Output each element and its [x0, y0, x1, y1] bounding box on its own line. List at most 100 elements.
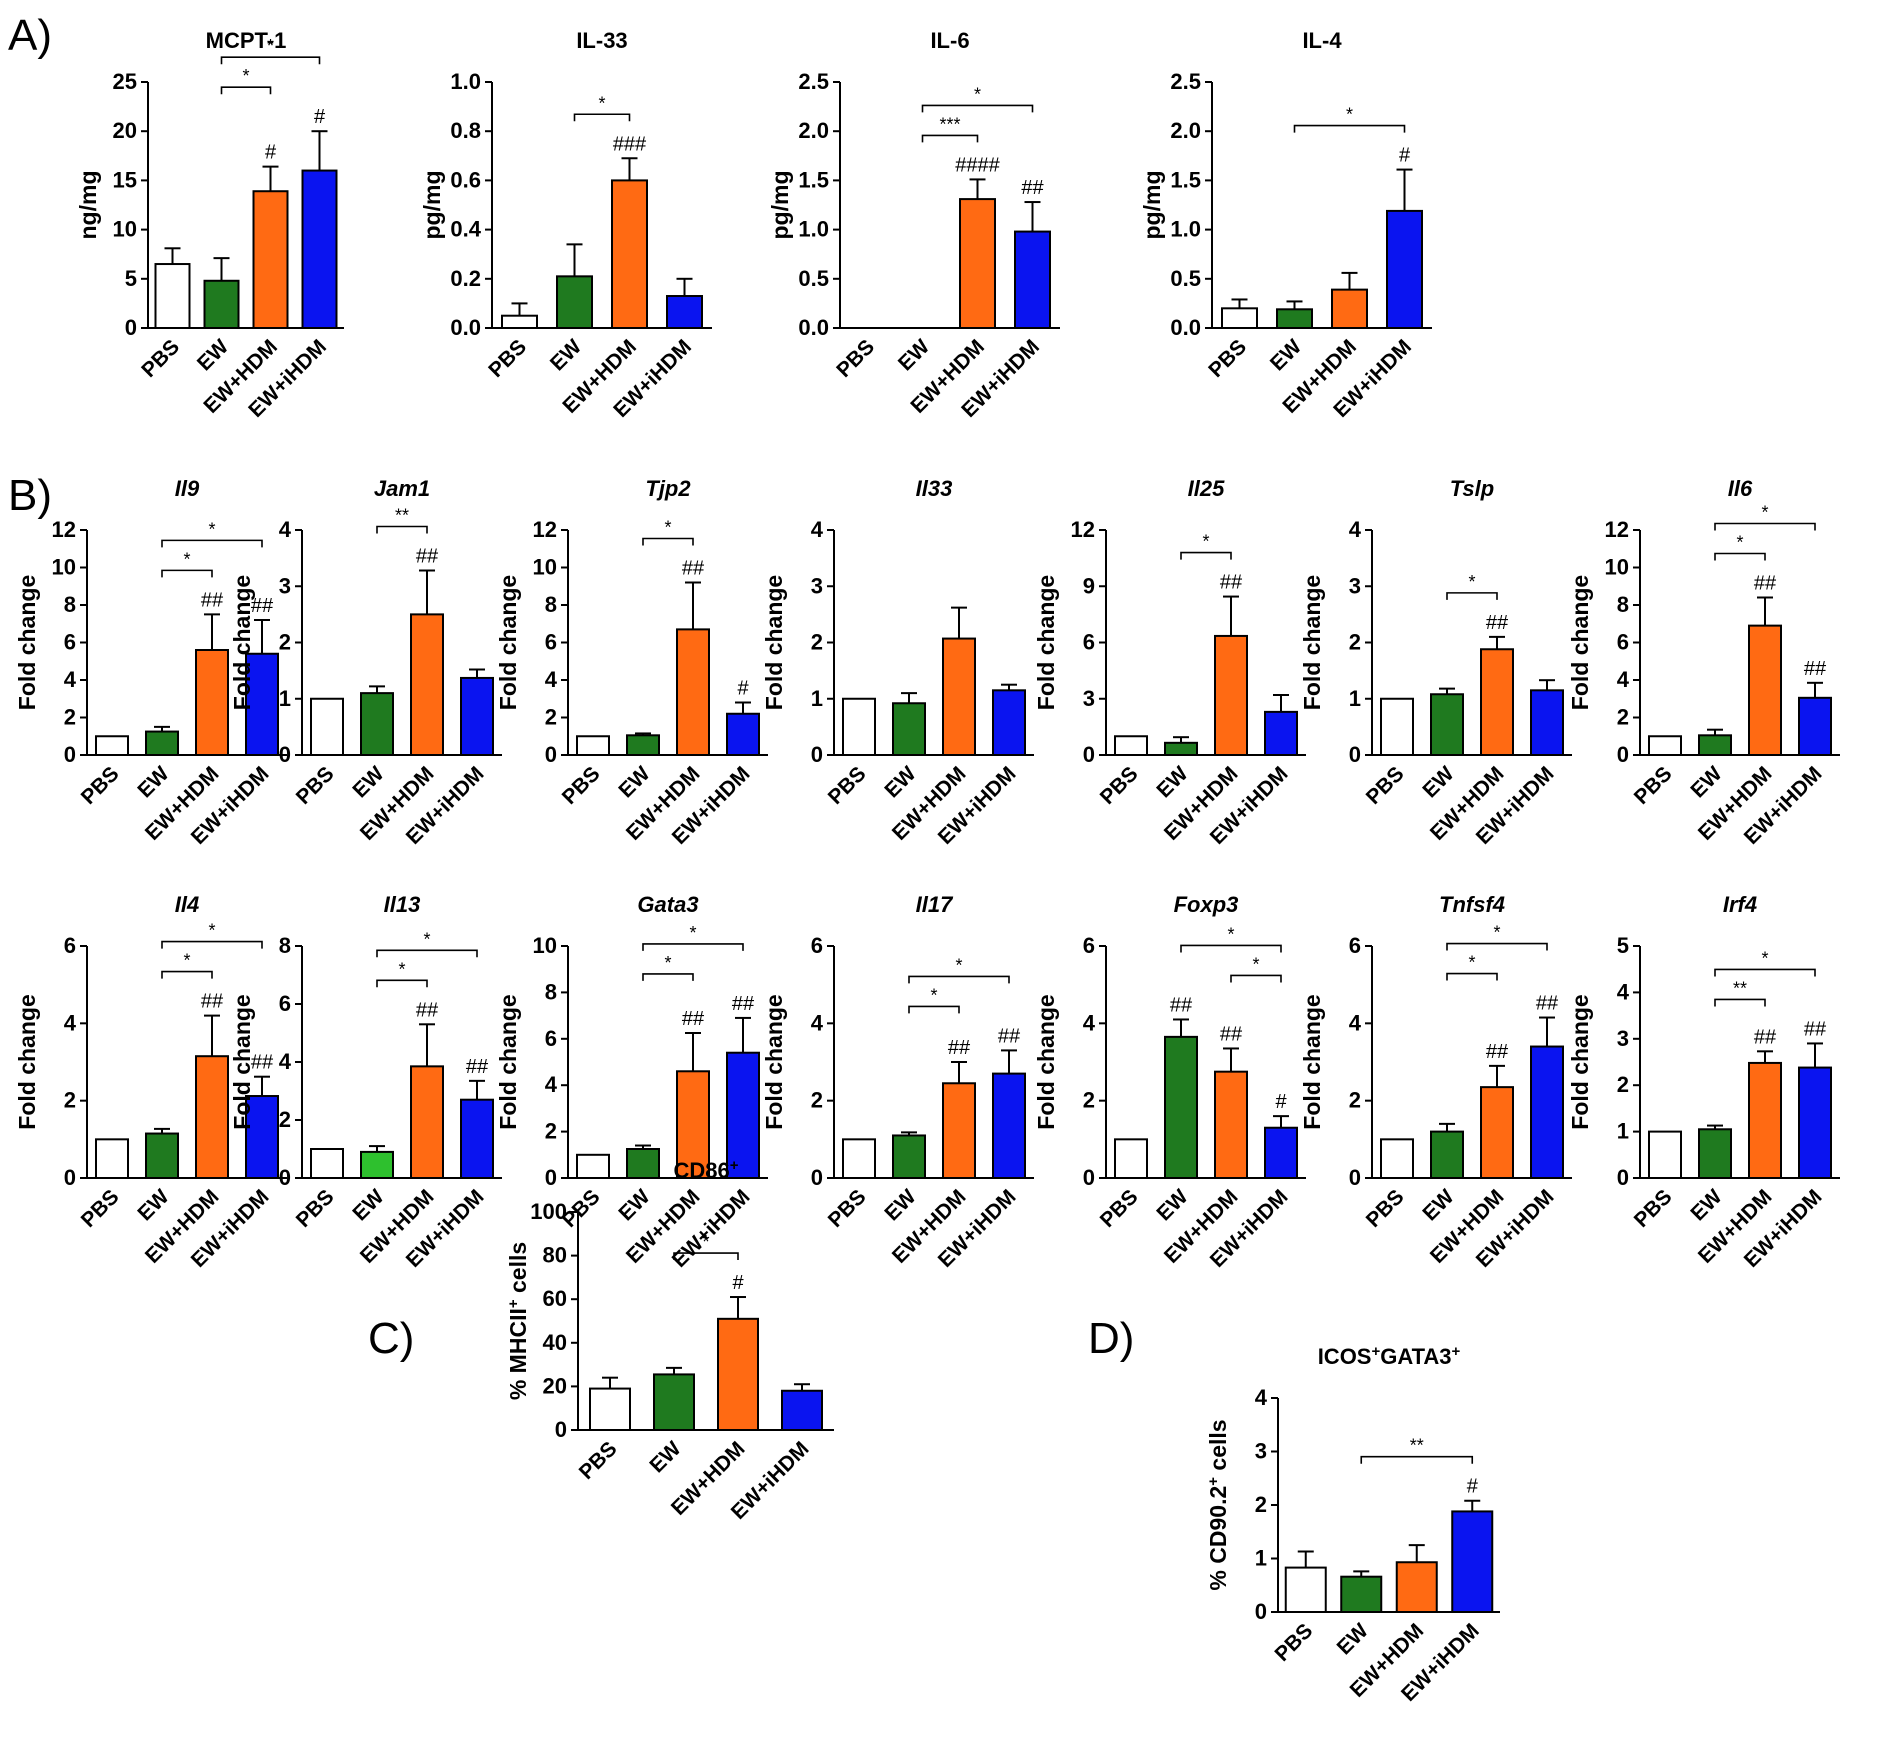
y-tick-label: 8: [545, 979, 557, 1004]
y-tick-label: 12: [533, 517, 557, 542]
significance-bracket: [1360, 1455, 1474, 1464]
chart-title-text: Jam1: [374, 476, 430, 501]
bar-pbs: [501, 314, 538, 330]
y-axis-label: % CD90.2+ cells: [1205, 1419, 1232, 1590]
x-category-label: EW: [880, 1185, 920, 1225]
bar-ew-ihdm: [781, 1389, 823, 1432]
y-axis-label: % MHCII+ cells: [505, 1242, 532, 1400]
y-axis-label: Fold change: [1299, 994, 1325, 1129]
y-tick-label: 4: [1349, 517, 1362, 542]
bar-ew-hdm: [676, 1070, 710, 1180]
significance-label: *: [183, 549, 190, 569]
significance-hash: #: [732, 1272, 744, 1294]
y-tick-label: 0: [1617, 1165, 1629, 1190]
bar-pbs: [1114, 735, 1148, 756]
bar-ew-hdm: [676, 628, 710, 756]
significance-label: *: [974, 84, 981, 104]
y-axis-label: Fold change: [14, 575, 40, 710]
significance-hash: ##: [416, 999, 439, 1021]
y-tick-label: 4: [64, 1010, 77, 1035]
chart-title-text: Tslp: [1450, 476, 1494, 501]
y-tick-label: 1.0: [450, 69, 481, 94]
bar-ew: [892, 702, 926, 756]
y-axis-label-text: Fold change: [495, 575, 521, 710]
y-tick-label: 2.0: [1170, 118, 1201, 143]
y-tick-label: 0: [545, 742, 557, 767]
y-axis-label: Fold change: [1033, 994, 1059, 1129]
y-tick-label: 2: [64, 1088, 76, 1113]
bar-ew-hdm: [717, 1317, 759, 1431]
y-tick-label: 4: [64, 667, 77, 692]
significance-hash: ##: [1754, 1026, 1777, 1048]
y-tick-label: 2: [545, 705, 557, 730]
bar-ew-ihdm: [726, 1051, 760, 1179]
y-tick-label: 8: [279, 933, 291, 958]
significance-hash: ##: [1754, 573, 1777, 595]
bar-ew: [203, 279, 240, 330]
y-tick-label: 4: [1083, 1010, 1096, 1035]
y-axis-label: Fold change: [229, 575, 255, 710]
bar-ew-hdm: [959, 198, 996, 329]
significance-label: *: [1761, 503, 1768, 523]
bar-pbs: [310, 1148, 344, 1179]
chart-title-text: IL-6: [930, 28, 969, 53]
y-tick-label: 3: [811, 573, 823, 598]
y-axis-label: Fold change: [1567, 994, 1593, 1129]
significance-label: *: [208, 921, 215, 941]
bar-ew-hdm: [1214, 634, 1248, 756]
chart-title-sup: +: [1371, 1343, 1380, 1360]
y-tick-label: 6: [279, 991, 291, 1016]
significance-bracket: [1180, 944, 1282, 953]
bar-ew-ihdm: [992, 1072, 1026, 1179]
y-tick-label: 8: [545, 592, 557, 617]
y-tick-label: 5: [1617, 933, 1629, 958]
bar-ew: [1698, 734, 1732, 756]
chart-title: Il25: [1188, 476, 1225, 501]
bar-pbs: [842, 697, 876, 756]
bar-ew-hdm: [410, 1065, 444, 1179]
y-tick-label: 0.0: [450, 315, 481, 340]
significance-hash: ##: [416, 546, 439, 568]
significance-hash: ##: [732, 993, 755, 1015]
y-tick-label: 4: [279, 1049, 292, 1074]
y-tick-label: 1.5: [798, 167, 829, 192]
y-axis-label: Fold change: [229, 994, 255, 1129]
significance-label: *: [1346, 105, 1353, 125]
significance-bracket: [1714, 998, 1766, 1007]
bar-ew: [360, 1150, 394, 1180]
y-axis-label-text: Fold change: [1033, 994, 1059, 1129]
y-tick-label: 6: [1617, 630, 1629, 655]
y-tick-label: 80: [543, 1243, 567, 1268]
significance-bracket: [220, 56, 321, 65]
bar-ew-hdm: [195, 649, 229, 756]
significance-bracket: [908, 975, 1010, 984]
bar-ew-hdm: [252, 190, 289, 329]
y-tick-label: 6: [545, 630, 557, 655]
y-tick-label: 2.0: [798, 118, 829, 143]
x-category-label: PBS: [137, 335, 184, 382]
x-category-label: EW: [193, 335, 233, 375]
significance-bracket: [376, 525, 428, 534]
panel-label-a: A): [8, 11, 52, 60]
chart-title-text: Il4: [175, 892, 199, 917]
bar-ew-ihdm: [1014, 230, 1051, 329]
bar-ew: [653, 1373, 695, 1432]
chart-title-text: ICOS: [1318, 1344, 1372, 1369]
chart-title: IL-33: [576, 28, 627, 53]
chart-title: Irf4: [1723, 892, 1757, 917]
x-category-label: EW: [1418, 762, 1458, 802]
y-tick-label: 0.8: [450, 118, 481, 143]
significance-hash: ##: [201, 991, 224, 1013]
chart-title-text: Il13: [384, 892, 421, 917]
significance-hash: ##: [1804, 1018, 1827, 1040]
y-tick-label: 0: [555, 1417, 567, 1442]
chart-title: Il17: [916, 892, 954, 917]
chart-title: Il33: [916, 476, 953, 501]
x-category-label: PBS: [1096, 762, 1143, 809]
x-category-label: EW: [1152, 1185, 1192, 1225]
bar-ew: [1164, 1035, 1198, 1180]
x-category-label: PBS: [575, 1437, 622, 1484]
y-axis-label: Fold change: [1033, 575, 1059, 710]
y-tick-label: 0: [64, 1165, 76, 1190]
